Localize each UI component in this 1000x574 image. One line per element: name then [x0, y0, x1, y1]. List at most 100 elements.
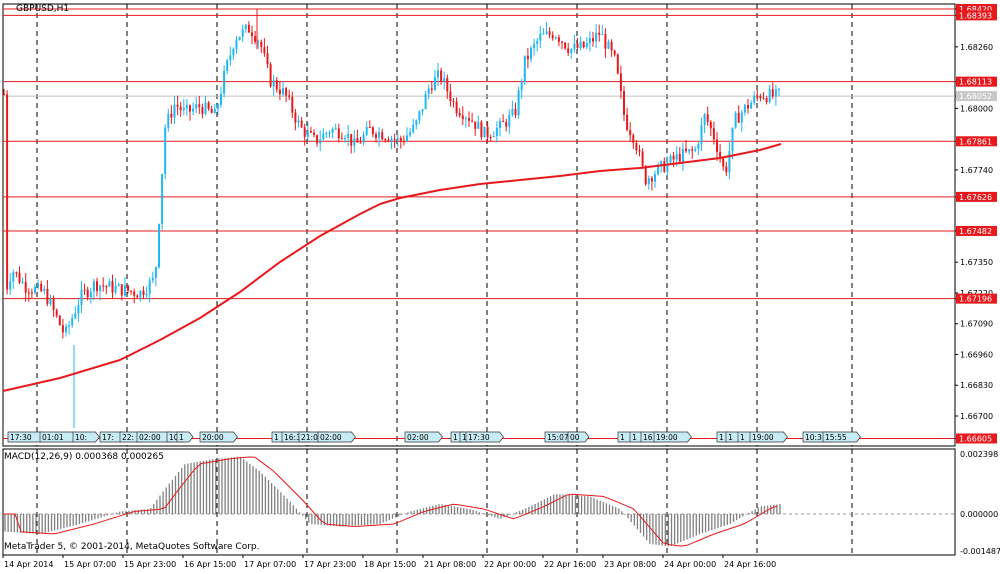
candle-bull	[607, 41, 610, 49]
candle-bull	[415, 120, 418, 126]
event-flag[interactable]	[72, 431, 100, 443]
candle-bull	[353, 138, 356, 146]
candle-bull	[114, 286, 117, 293]
candle-bear	[514, 108, 517, 116]
event-flag-label: 17:30	[10, 433, 32, 442]
event-flag[interactable]	[749, 431, 788, 443]
candle-bear	[46, 288, 49, 305]
price-axis-label: 1.66830	[960, 381, 993, 390]
candle-bear	[474, 121, 477, 129]
candle-bull	[71, 318, 74, 326]
candle-bull	[331, 129, 334, 133]
candle-bull	[750, 102, 753, 109]
candle-bull	[588, 38, 591, 44]
event-flag-label: 10:	[75, 433, 87, 442]
macd-pane-frame	[2, 448, 956, 556]
candle-bear	[300, 120, 303, 128]
candle-bull	[390, 138, 393, 142]
candle-bull	[139, 290, 142, 298]
event-flag-label: 01:01	[42, 433, 64, 442]
candle-bull	[344, 137, 346, 139]
candle-bear	[275, 80, 278, 90]
event-flag[interactable]	[567, 431, 590, 443]
current-price-label: 1.68052	[959, 92, 992, 101]
hline-price-label: 1.68113	[959, 78, 992, 87]
price-axis-label: 1.66960	[960, 350, 993, 359]
candle-bear	[303, 127, 306, 137]
candle-bear	[387, 139, 390, 142]
price-pane-frame	[2, 3, 956, 447]
candle-bull	[570, 48, 573, 53]
candle-bear	[672, 155, 675, 160]
candle-bull	[523, 55, 526, 82]
candle-bear	[613, 50, 616, 55]
candle-bull	[499, 120, 501, 128]
candle-bull	[601, 34, 604, 36]
candle-bear	[96, 281, 98, 291]
candle-bear	[551, 34, 554, 39]
event-flag[interactable]	[465, 431, 504, 443]
event-flag-label: 15:55	[825, 433, 847, 442]
moving-average-line	[2, 143, 782, 392]
candle-bear	[30, 292, 33, 294]
candle-bear	[40, 283, 43, 291]
candle-bull	[437, 70, 439, 78]
candle-bull	[418, 111, 421, 121]
candle-bear	[706, 114, 709, 122]
candle-bull	[182, 107, 185, 111]
candle-bear	[176, 104, 179, 107]
time-axis-label: 17 Apr 23:00	[304, 560, 356, 569]
candle-bear	[446, 78, 449, 92]
hline-price-label: 1.67861	[959, 137, 992, 146]
candle-bull	[365, 126, 368, 135]
candle-bear	[440, 70, 443, 82]
candle-bull	[743, 104, 746, 113]
event-flag[interactable]	[822, 431, 861, 443]
candle-bull	[681, 148, 684, 162]
candle-bear	[567, 48, 570, 53]
candle-bear	[486, 126, 489, 138]
candle-bull	[117, 284, 120, 287]
time-axis-label: 24 Apr 16:00	[724, 560, 776, 569]
hline-price-tag	[956, 225, 997, 236]
candle-bear	[712, 128, 715, 140]
event-flag-label: 20:00	[202, 433, 224, 442]
candle-bull	[778, 89, 780, 91]
candle-bull	[223, 70, 226, 94]
candle-bear	[722, 158, 725, 167]
time-axis-label: 22 Apr 16:00	[544, 560, 596, 569]
symbol-title: GBPUSD,H1	[16, 4, 70, 14]
event-flag-label: 1	[462, 433, 467, 442]
candle-bull	[657, 164, 660, 175]
candle-bear	[198, 104, 201, 108]
event-flag[interactable]	[404, 431, 443, 443]
candle-bear	[756, 95, 759, 97]
candle-bull	[768, 89, 771, 102]
candle-bear	[455, 101, 458, 114]
candle-bull	[99, 285, 102, 291]
event-flag-label: 1	[274, 433, 279, 442]
event-flag-label: 10:3	[805, 433, 822, 442]
candle-bull	[427, 88, 430, 95]
candle-bear	[393, 138, 396, 140]
event-flag[interactable]	[317, 431, 356, 443]
hline-price-tag	[956, 433, 997, 444]
event-flag[interactable]	[653, 431, 692, 443]
event-flag[interactable]	[176, 431, 194, 443]
candle-bear	[725, 166, 728, 173]
candle-bull	[539, 33, 542, 41]
candle-bear	[468, 118, 470, 121]
hline-price-tag	[956, 191, 997, 202]
candle-bear	[61, 325, 64, 333]
candle-bear	[120, 284, 123, 296]
macd-title: MACD(12,26,9) 0.000368 0.000265	[4, 452, 164, 462]
candle-bear	[663, 161, 666, 172]
candle-bear	[762, 98, 765, 100]
candle-bull	[703, 114, 706, 125]
candle-bear	[678, 154, 681, 162]
candle-bear	[561, 41, 563, 43]
event-flag[interactable]	[199, 431, 238, 443]
time-axis-label: 15 Apr 23:00	[124, 560, 176, 569]
